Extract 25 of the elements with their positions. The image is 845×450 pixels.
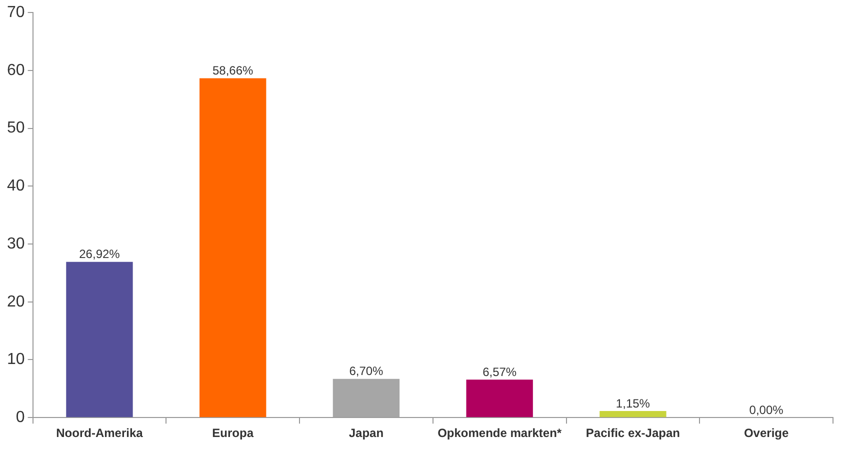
bar [66, 262, 133, 418]
bar [200, 78, 266, 418]
y-tick-label: 50 [7, 120, 25, 137]
data-label: 1,15% [616, 396, 650, 410]
x-tick-label: Pacific ex-Japan [586, 426, 680, 440]
data-label: 6,70% [349, 364, 384, 378]
x-tick-label: Noord-Amerika [56, 426, 144, 440]
y-tick-label: 40 [7, 178, 25, 195]
x-tick-label: Europa [212, 426, 254, 440]
x-tick-label: Opkomende markten* [438, 426, 562, 440]
data-label: 26,92% [79, 247, 120, 262]
y-tick-label: 30 [7, 235, 25, 252]
y-tick-label: 70 [7, 4, 25, 22]
data-label: 0,00% [749, 402, 784, 417]
y-tick-label: 0 [16, 409, 25, 426]
x-tick-label: Overige [744, 426, 789, 440]
y-tick-label: 20 [7, 293, 25, 310]
y-tick-label: 60 [7, 62, 25, 79]
x-tick-label: Japan [348, 426, 384, 440]
data-label: 6,57% [482, 364, 517, 379]
bar [600, 410, 666, 418]
y-tick-label: 10 [7, 351, 25, 368]
bar [332, 378, 400, 418]
data-label: 58,66% [212, 64, 254, 78]
bar [466, 380, 533, 418]
